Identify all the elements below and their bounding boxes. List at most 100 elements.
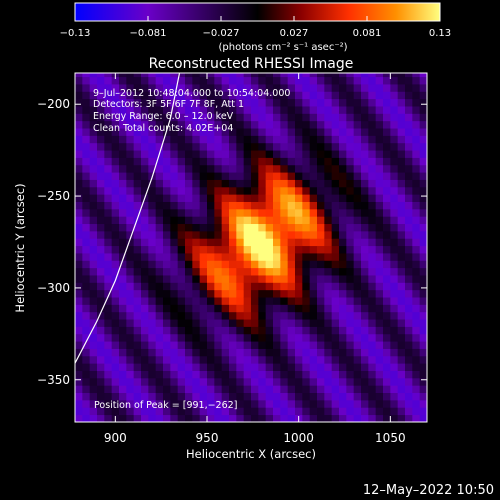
heatmap-cell: [339, 341, 347, 349]
heatmap-cell: [229, 355, 237, 364]
heatmap-cell: [214, 377, 223, 386]
heatmap-cell: [331, 319, 340, 327]
heatmap-cell: [133, 150, 142, 158]
heatmap-cell: [383, 355, 391, 364]
heatmap-cell: [375, 311, 384, 320]
heatmap-cell: [163, 326, 171, 335]
heatmap-cell: [155, 223, 164, 232]
heatmap-cell: [126, 142, 135, 151]
y-tick-label: −250: [37, 189, 70, 203]
heatmap-cell: [419, 194, 427, 202]
heatmap-cell: [339, 289, 347, 298]
heatmap-cell: [207, 275, 215, 283]
heatmap-cell: [170, 407, 179, 416]
heatmap-cell: [302, 76, 311, 85]
heatmap-cell: [82, 385, 91, 394]
heatmap-cell: [375, 245, 384, 254]
heatmap-cell: [126, 150, 135, 158]
heatmap-cell: [324, 304, 333, 313]
heatmap-cell: [324, 157, 333, 166]
heatmap-cell: [185, 326, 193, 335]
heatmap-cell: [324, 326, 333, 335]
heatmap-cell: [317, 311, 325, 320]
heatmap-cell: [214, 414, 223, 422]
heatmap-cell: [397, 172, 406, 180]
heatmap-cell: [346, 289, 355, 298]
heatmap-cell: [126, 392, 135, 401]
heatmap-cell: [177, 223, 186, 232]
chart-title: Reconstructed RHESSI Image: [149, 56, 354, 72]
heatmap-cell: [405, 267, 413, 276]
heatmap-cell: [97, 172, 105, 180]
heatmap-cell: [273, 76, 281, 85]
heatmap-cell: [353, 370, 362, 379]
heatmap-cell: [126, 245, 135, 254]
heatmap-cell: [295, 253, 303, 261]
heatmap-cell: [148, 164, 157, 173]
heatmap-cell: [273, 348, 281, 357]
heatmap-cell: [287, 142, 296, 151]
heatmap-cell: [97, 186, 105, 195]
heatmap-cell: [265, 164, 274, 173]
heatmap-cell: [111, 297, 120, 305]
heatmap-cell: [280, 157, 289, 166]
heatmap-cell: [317, 135, 325, 144]
heatmap-cell: [361, 113, 369, 122]
heatmap-cell: [309, 164, 318, 173]
heatmap-cell: [412, 245, 421, 254]
heatmap-cell: [155, 326, 164, 335]
heatmap-cell: [207, 414, 215, 422]
heatmap-cell: [82, 128, 91, 136]
heatmap-cell: [221, 194, 230, 202]
heatmap-cell: [133, 282, 142, 291]
heatmap-cell: [155, 128, 164, 136]
heatmap-cell: [133, 253, 142, 261]
heatmap-cell: [75, 260, 83, 269]
heatmap-cell: [207, 377, 215, 386]
heatmap-cell: [375, 208, 384, 217]
heatmap-cell: [339, 142, 347, 151]
heatmap-cell: [339, 73, 347, 78]
heatmap-cell: [229, 194, 237, 202]
heatmap-cell: [236, 113, 245, 122]
heatmap-cell: [97, 289, 105, 298]
heatmap-cell: [133, 120, 142, 129]
heatmap-cell: [361, 385, 369, 394]
heatmap-cell: [258, 267, 267, 276]
heatmap-cell: [207, 245, 215, 254]
heatmap-cell: [331, 238, 340, 247]
heatmap-cell: [185, 363, 193, 371]
heatmap-cell: [331, 355, 340, 364]
heatmap-cell: [280, 142, 289, 151]
heatmap-cell: [251, 399, 259, 408]
heatmap-cell: [287, 370, 296, 379]
heatmap-cell: [133, 363, 142, 371]
heatmap-cell: [192, 392, 201, 401]
heatmap-cell: [368, 333, 377, 342]
heatmap-cell: [295, 91, 303, 100]
heatmap-cell: [331, 370, 340, 379]
heatmap-cell: [119, 399, 127, 408]
heatmap-cell: [390, 238, 399, 247]
heatmap-cell: [390, 106, 399, 114]
heatmap-cell: [221, 245, 230, 254]
heatmap-cell: [126, 267, 135, 276]
heatmap-cell: [280, 253, 289, 261]
heatmap-cell: [97, 106, 105, 114]
heatmap-cell: [170, 76, 179, 85]
heatmap-cell: [383, 348, 391, 357]
heatmap-cell: [361, 333, 369, 342]
heatmap-cell: [133, 186, 142, 195]
heatmap-cell: [89, 333, 98, 342]
heatmap-cell: [280, 76, 289, 85]
heatmap-cell: [346, 172, 355, 180]
heatmap-cell: [280, 289, 289, 298]
heatmap-cell: [346, 341, 355, 349]
heatmap-cell: [111, 355, 120, 364]
heatmap-cell: [177, 407, 186, 416]
heatmap-cell: [419, 76, 427, 85]
heatmap-cell: [119, 164, 127, 173]
heatmap-cell: [295, 164, 303, 173]
heatmap-cell: [390, 370, 399, 379]
heatmap-cell: [339, 179, 347, 188]
